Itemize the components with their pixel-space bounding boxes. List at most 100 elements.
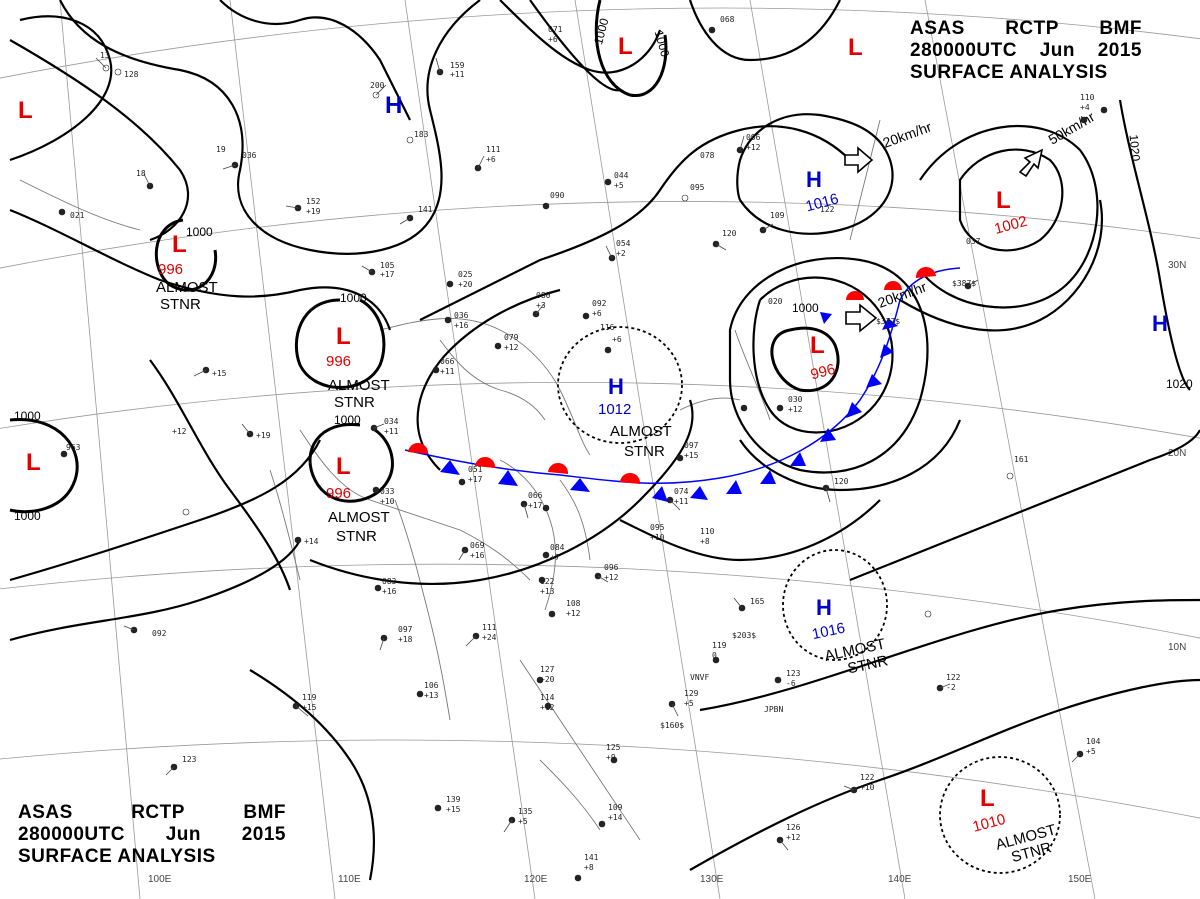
svg-text:104: 104: [1086, 737, 1101, 746]
grid-labels: 30N 20N 10N 100E 110E 120E 130E 140E 150…: [148, 260, 1186, 885]
low-symbol: L: [810, 332, 825, 359]
svg-text:165: 165: [750, 597, 765, 606]
svg-text:122: 122: [860, 773, 875, 782]
svg-text:078: 078: [700, 151, 715, 160]
svg-text:092: 092: [592, 299, 607, 308]
svg-text:+7: +7: [550, 553, 560, 562]
isobar-label: 1000: [591, 16, 612, 46]
svg-text:+15: +15: [684, 451, 699, 460]
svg-text:066: 066: [440, 357, 455, 366]
svg-text:+15: +15: [446, 805, 461, 814]
svg-text:+11: +11: [450, 70, 465, 79]
high-pressure-value: 1012: [598, 401, 631, 418]
svg-text:+12: +12: [540, 703, 555, 712]
stnr-line: STNR: [334, 394, 375, 411]
svg-text:+8: +8: [584, 863, 594, 872]
svg-text:092: 092: [152, 629, 167, 638]
isobar-labels: 1000 1000 1000 1000 1000 1000 1000 1000 …: [14, 16, 1193, 523]
svg-text:128: 128: [124, 70, 139, 79]
lon-label-100e: 100E: [148, 874, 172, 885]
stnr-line: ALMOST: [328, 509, 390, 526]
header-top: ASAS RCTP BMF 280000UTC Jun 2015 SURFACE…: [910, 18, 1142, 84]
low-pressure-value: 996: [326, 485, 351, 502]
svg-text:069: 069: [470, 541, 485, 550]
front-line: [404, 266, 961, 502]
low-isobar-rings: [9, 0, 840, 514]
svg-text:071: 071: [548, 25, 563, 34]
low-symbol: L: [336, 323, 351, 350]
svg-text:084: 084: [550, 543, 565, 552]
stnr-line: STNR: [624, 443, 665, 460]
svg-text:+12: +12: [788, 405, 803, 414]
low-symbol: L: [172, 231, 187, 258]
header-product: ASAS: [18, 802, 73, 823]
header-time: 280000UTC: [18, 824, 125, 845]
svg-text:+13: +13: [424, 691, 439, 700]
svg-text:+12: +12: [746, 143, 761, 152]
svg-text:+11: +11: [384, 427, 399, 436]
header-bottom-line1: ASAS RCTP BMF: [18, 802, 286, 824]
svg-text:+20: +20: [458, 280, 473, 289]
low-symbol: L: [996, 187, 1011, 214]
high-symbol: H: [608, 374, 624, 399]
lat-label-30n: 30N: [1168, 260, 1186, 271]
svg-text:+5: +5: [614, 181, 624, 190]
svg-text:105: 105: [380, 261, 395, 270]
svg-text:114: 114: [540, 693, 555, 702]
low-symbol: L: [26, 449, 41, 476]
svg-text:161: 161: [1014, 455, 1029, 464]
warm-front-pips: [408, 266, 936, 484]
header-month: Jun: [1039, 40, 1075, 61]
isobars: [9, 0, 1200, 881]
high-symbol: H: [1152, 311, 1168, 336]
svg-text:083: 083: [382, 577, 397, 586]
svg-text:106: 106: [424, 681, 439, 690]
svg-text:+15: +15: [302, 703, 317, 712]
low-symbol: L: [18, 97, 33, 124]
svg-text:120: 120: [722, 229, 737, 238]
header-year: 2015: [1097, 40, 1142, 61]
header-station: RCTP: [131, 802, 185, 823]
low-pressure-value: 996: [326, 353, 351, 370]
svg-text:+16: +16: [470, 551, 485, 560]
low-pressure-value: 996: [158, 261, 183, 278]
cold-front-pips: [440, 312, 898, 502]
svg-text:183: 183: [414, 130, 429, 139]
motion-arrow-icon: [844, 146, 874, 174]
svg-text:+20: +20: [540, 675, 555, 684]
svg-text:033: 033: [380, 487, 395, 496]
svg-text:+16: +16: [454, 321, 469, 330]
svg-text:051: 051: [468, 465, 483, 474]
svg-text:139: 139: [446, 795, 461, 804]
svg-text:030: 030: [788, 395, 803, 404]
high-pressure-value: 1016: [810, 620, 846, 644]
low-symbol: L: [980, 785, 995, 812]
svg-text:123: 123: [786, 669, 801, 678]
header-top-line1: ASAS RCTP BMF: [910, 18, 1142, 40]
svg-text:020: 020: [768, 297, 783, 306]
header-title: SURFACE ANALYSIS: [910, 62, 1108, 83]
svg-text:080: 080: [536, 291, 551, 300]
isobar-label: 1020: [1127, 134, 1143, 162]
svg-text:+11: +11: [440, 367, 455, 376]
station-special-texts: $387$ $377$ $203$ $160$ JPBN VNVF: [660, 279, 976, 730]
lon-label-110e: 110E: [338, 874, 361, 885]
svg-text:+18: +18: [398, 635, 413, 644]
header-bottom-line2: 280000UTC Jun 2015: [18, 824, 286, 846]
low-symbol: L: [848, 34, 863, 61]
low-pressure-value: 996: [809, 361, 838, 384]
header-year: 2015: [241, 824, 286, 845]
svg-text:096: 096: [746, 133, 761, 142]
svg-text:122: 122: [540, 577, 555, 586]
svg-text:021: 021: [70, 211, 85, 220]
high-symbol: H: [806, 167, 822, 192]
svg-text:+5: +5: [684, 699, 694, 708]
svg-text:+12: +12: [504, 343, 519, 352]
svg-text:127: 127: [540, 665, 555, 674]
svg-text:125: 125: [606, 743, 621, 752]
svg-text:+6: +6: [592, 309, 602, 318]
svg-text:109: 109: [608, 803, 623, 812]
